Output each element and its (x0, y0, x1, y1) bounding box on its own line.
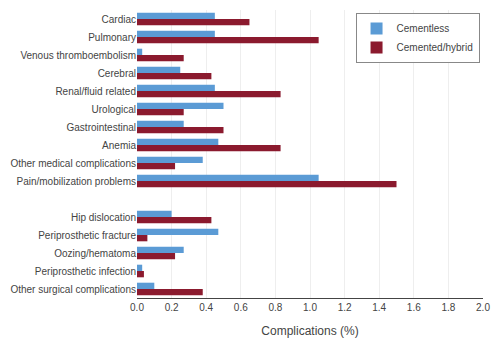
svg-text:Oozing/hematoma: Oozing/hematoma (54, 248, 136, 259)
svg-text:Hip dislocation: Hip dislocation (71, 212, 136, 223)
svg-text:Anemia: Anemia (102, 140, 136, 151)
svg-text:0.2: 0.2 (165, 302, 179, 313)
svg-text:Gastrointestinal: Gastrointestinal (67, 122, 136, 133)
svg-text:Periprosthetic fracture: Periprosthetic fracture (38, 230, 136, 241)
svg-text:Renal/fluid related: Renal/fluid related (55, 86, 136, 97)
svg-text:Cardiac: Cardiac (102, 14, 136, 25)
svg-text:2.0: 2.0 (476, 302, 490, 313)
svg-text:Urological: Urological (92, 104, 136, 115)
svg-text:Cementless: Cementless (397, 23, 450, 34)
svg-text:Other surgical complications: Other surgical complications (10, 284, 136, 295)
svg-text:Periprosthetic infection: Periprosthetic infection (35, 266, 136, 277)
svg-text:Venous thromboembolism: Venous thromboembolism (20, 50, 136, 61)
svg-text:Pulmonary: Pulmonary (88, 32, 136, 43)
svg-text:Complications (%): Complications (%) (261, 324, 358, 338)
svg-text:Cemented/hybrid: Cemented/hybrid (397, 42, 473, 53)
svg-text:1.2: 1.2 (338, 302, 352, 313)
svg-text:Pain/mobilization problems: Pain/mobilization problems (16, 176, 136, 187)
svg-text:1.4: 1.4 (372, 302, 386, 313)
svg-text:0.6: 0.6 (234, 302, 248, 313)
svg-text:0.8: 0.8 (268, 302, 282, 313)
svg-text:Other medical complications: Other medical complications (10, 158, 136, 169)
svg-text:0.0: 0.0 (130, 302, 144, 313)
svg-text:1.6: 1.6 (407, 302, 421, 313)
svg-text:Cerebral: Cerebral (98, 68, 136, 79)
svg-text:1.8: 1.8 (441, 302, 455, 313)
svg-text:1.0: 1.0 (303, 302, 317, 313)
svg-text:0.4: 0.4 (199, 302, 213, 313)
